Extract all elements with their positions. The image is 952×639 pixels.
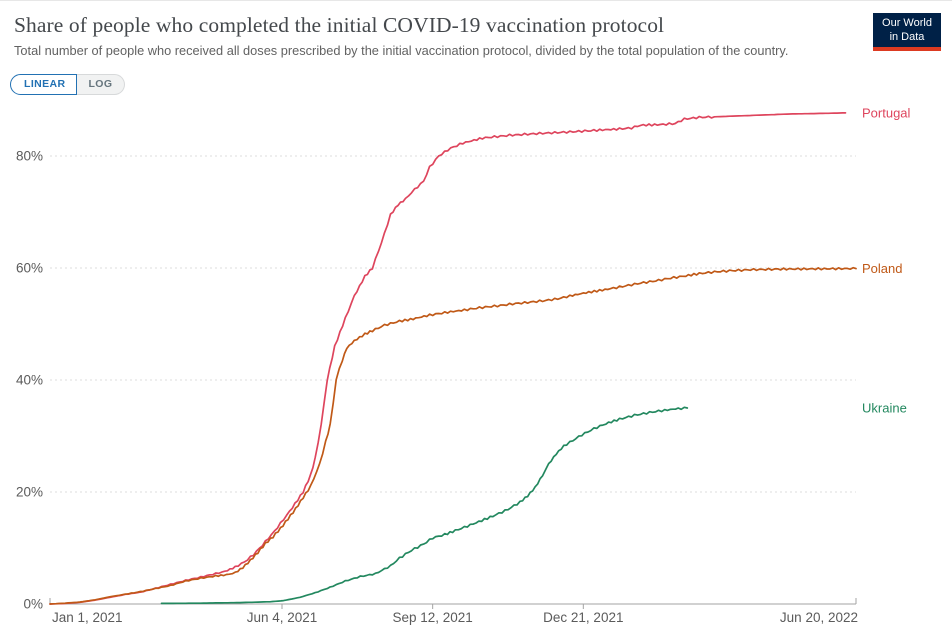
x-tick-label: Jan 1, 2021	[52, 610, 123, 625]
series-line-portugal[interactable]	[49, 112, 847, 605]
x-tick-label: Jun 20, 2022	[780, 610, 858, 625]
series-label-portugal[interactable]: Portugal	[862, 105, 911, 120]
owid-logo-line2: in Data	[889, 30, 925, 43]
y-tick-label: 80%	[16, 149, 43, 164]
y-tick-label: 0%	[23, 597, 43, 612]
x-tick-label: Jun 4, 2021	[247, 610, 318, 625]
series-label-ukraine[interactable]: Ukraine	[862, 401, 907, 416]
owid-logo-line1: Our World	[882, 17, 932, 29]
x-tick-label: Sep 12, 2021	[392, 610, 472, 625]
chart-subtitle: Total number of people who received all …	[14, 43, 789, 58]
scale-toggle: LINEAR LOG	[10, 74, 126, 95]
log-button[interactable]: LOG	[77, 74, 126, 95]
y-tick-label: 60%	[16, 261, 43, 276]
linear-button[interactable]: LINEAR	[10, 74, 78, 95]
y-tick-label: 40%	[16, 373, 43, 388]
x-tick-label: Dec 21, 2021	[543, 610, 623, 625]
series-line-ukraine[interactable]	[160, 406, 689, 605]
series-label-poland[interactable]: Poland	[862, 261, 902, 276]
owid-logo[interactable]: Our World in Data	[873, 13, 941, 51]
chart-title: Share of people who completed the initia…	[14, 13, 665, 37]
y-tick-label: 20%	[16, 485, 43, 500]
series-line-poland[interactable]	[49, 266, 857, 605]
